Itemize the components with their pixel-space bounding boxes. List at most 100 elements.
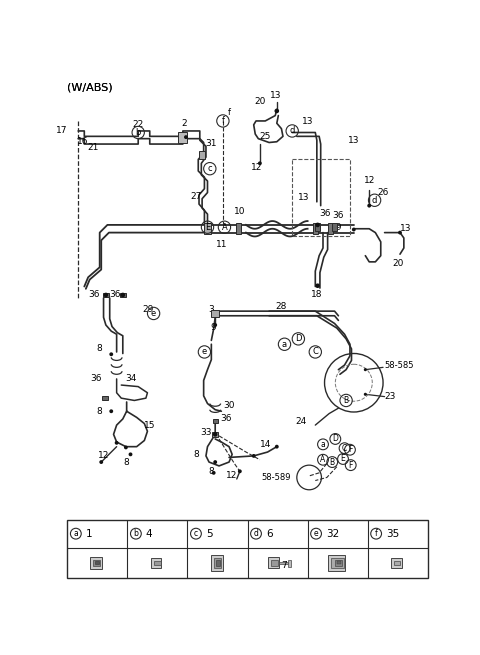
Text: 26: 26 [377,188,389,197]
Circle shape [364,368,367,371]
Bar [211,310,219,317]
Text: 23: 23 [384,392,396,401]
Text: d: d [253,529,258,538]
Text: (W/ABS): (W/ABS) [67,83,113,93]
Bar [236,223,240,234]
Circle shape [104,293,108,297]
Circle shape [120,293,125,297]
Text: 16: 16 [77,138,88,146]
Bar [103,293,109,297]
Bar [279,562,288,565]
Text: 33: 33 [200,428,212,438]
Text: B: B [344,396,348,405]
Text: C: C [312,347,318,356]
Text: 8: 8 [193,450,199,459]
Text: D: D [295,334,301,343]
Circle shape [364,393,367,396]
Bar [292,159,350,236]
Text: A: A [222,223,228,232]
Bar [199,151,205,159]
Bar [120,293,126,297]
Text: 13: 13 [269,91,281,100]
Circle shape [252,454,256,458]
Text: 1: 1 [86,529,93,538]
Text: 8: 8 [124,458,130,466]
Circle shape [212,471,216,475]
Bar [204,223,211,234]
Text: e: e [151,309,156,318]
Text: (W/ABS): (W/ABS) [67,83,113,93]
Text: 21: 21 [88,143,99,153]
Circle shape [115,441,119,445]
Text: 17: 17 [56,126,67,136]
Text: 27: 27 [190,192,202,201]
Bar [151,557,161,567]
Text: 36: 36 [333,211,344,220]
Circle shape [109,409,113,413]
Circle shape [398,231,402,234]
Circle shape [99,460,103,464]
Text: 34: 34 [125,375,136,383]
Text: 6: 6 [266,529,273,538]
Text: 2: 2 [181,119,187,128]
Circle shape [315,223,320,227]
Text: A: A [320,455,325,464]
Text: 36: 36 [109,290,121,299]
Circle shape [129,453,132,457]
Text: e: e [202,347,207,356]
Text: 7: 7 [281,561,287,570]
Text: d: d [289,126,295,136]
Bar [102,396,108,400]
Text: E: E [341,455,346,464]
Text: 36: 36 [88,290,99,299]
Text: 13: 13 [348,136,360,145]
Text: b: b [133,529,138,538]
Circle shape [213,323,217,327]
Text: a: a [282,340,287,348]
Bar [394,561,400,565]
Text: 36: 36 [220,415,232,423]
Text: a: a [73,529,78,538]
Text: 13: 13 [302,117,313,126]
Text: 4: 4 [146,529,153,538]
Text: 12: 12 [98,451,109,460]
Text: 58-585: 58-585 [384,360,414,369]
Text: 11: 11 [216,240,227,249]
Bar [332,557,344,569]
Bar [328,555,345,571]
Text: B: B [330,458,335,466]
Circle shape [258,161,262,165]
Text: 3: 3 [208,305,214,314]
Bar [90,557,102,569]
Text: e: e [314,529,318,538]
Circle shape [124,445,128,449]
Text: 31: 31 [205,139,216,148]
Bar [391,557,402,567]
Text: f: f [221,117,224,126]
Text: 30: 30 [223,402,235,410]
Text: 12: 12 [363,176,375,185]
Text: 9: 9 [211,323,216,332]
Text: 25: 25 [260,132,271,141]
Bar [93,560,100,566]
Circle shape [352,227,356,231]
Text: D: D [332,434,338,443]
Bar [328,223,333,234]
Bar [268,557,279,569]
Bar [315,223,320,231]
Circle shape [213,432,217,437]
Text: c: c [194,529,198,538]
Text: F: F [348,445,352,454]
Bar [335,560,342,566]
Bar [213,419,217,423]
Text: 36: 36 [90,375,102,383]
Text: 12: 12 [227,471,238,479]
Text: 18: 18 [311,290,323,299]
Bar [337,561,341,565]
Bar [271,560,277,566]
Text: 22: 22 [132,121,144,129]
Text: 28: 28 [275,302,287,311]
Text: 20: 20 [393,259,404,268]
Text: 24: 24 [296,417,307,426]
Text: 20: 20 [254,97,265,106]
